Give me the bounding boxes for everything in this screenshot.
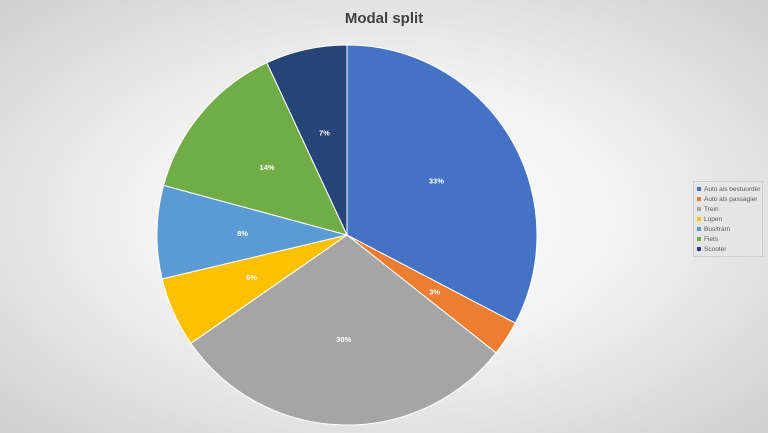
legend-item: Scooter (697, 244, 759, 254)
legend-item: Fiets (697, 234, 759, 244)
pie-slice (346, 44, 538, 324)
data-label: 14% (260, 163, 275, 172)
legend-item: Bus/tram (697, 224, 759, 234)
legend-swatch (697, 197, 701, 201)
pie-slice (190, 234, 497, 426)
pie-slice (162, 62, 348, 236)
legend-label: Bus/tram (704, 225, 731, 233)
data-label: 30% (336, 335, 351, 344)
legend-label: Scooter (704, 245, 727, 253)
legend-item: Auto als passagier (697, 194, 759, 204)
legend-item: Trein (697, 204, 759, 214)
pie-slice (156, 184, 348, 280)
legend-label: Auto als passagier (704, 195, 758, 203)
legend-swatch (697, 237, 701, 241)
legend-swatch (697, 217, 701, 221)
chart-title: Modal split (344, 10, 424, 27)
data-label: 8% (237, 229, 248, 238)
data-label: 6% (246, 273, 257, 282)
data-label: 7% (319, 128, 330, 137)
legend-swatch (697, 207, 701, 211)
pie-slice (266, 44, 348, 236)
legend-swatch (697, 227, 701, 231)
legend-label: Trein (704, 205, 719, 213)
legend-label: Fiets (704, 235, 719, 243)
legend-label: Auto als bestuurder (704, 185, 761, 193)
legend-label: Lopen (704, 215, 723, 223)
chart-legend: Auto als bestuurder Auto als passagier Tre… (693, 181, 763, 257)
data-label: 3% (429, 287, 440, 296)
data-label: 33% (429, 176, 444, 185)
legend-swatch (697, 187, 701, 191)
legend-item: Auto als bestuurder (697, 184, 761, 194)
legend-swatch (697, 247, 701, 251)
legend-item: Lopen (697, 214, 759, 224)
